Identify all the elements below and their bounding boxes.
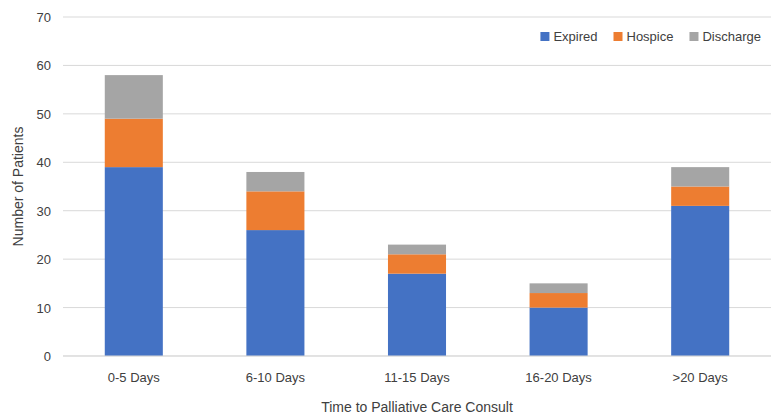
legend: Expired Hospice Discharge — [540, 29, 761, 44]
bar-segment — [388, 274, 446, 356]
y-tick-label: 70 — [37, 10, 51, 25]
grid-line — [63, 356, 771, 357]
bar-segment — [246, 172, 304, 191]
legend-label: Expired — [553, 29, 597, 44]
bar-segment — [530, 283, 588, 293]
x-tick-label: 16-20 Days — [525, 370, 592, 385]
grid-line — [63, 17, 771, 18]
bar-segment — [246, 191, 304, 230]
bar-segment — [671, 187, 729, 206]
y-tick-label: 20 — [37, 252, 51, 267]
y-tick-label: 60 — [37, 58, 51, 73]
x-axis-title: Time to Palliative Care Consult — [321, 399, 513, 415]
bar-segment — [388, 254, 446, 273]
legend-label: Hospice — [627, 29, 674, 44]
y-tick-label: 30 — [37, 204, 51, 219]
y-tick-label: 10 — [37, 301, 51, 316]
bar-segment — [105, 119, 163, 167]
legend-label: Discharge — [702, 29, 761, 44]
y-tick-label: 0 — [44, 349, 51, 364]
legend-swatch — [614, 32, 623, 41]
x-tick-label: 6-10 Days — [246, 370, 306, 385]
legend-swatch — [540, 32, 549, 41]
bar-segment — [530, 293, 588, 308]
x-tick-label: >20 Days — [673, 370, 729, 385]
grid-line — [63, 113, 771, 114]
chart-container: 0 10 20 30 40 50 60 70 0-5 Days 6-10 Days 11-15 Da… — [0, 0, 784, 420]
chart-svg: 0 10 20 30 40 50 60 70 0-5 Days 6-10 Days 11-15 Da… — [0, 0, 784, 420]
bar-segment — [671, 167, 729, 186]
x-tick-label: 0-5 Days — [108, 370, 161, 385]
bar-segment — [105, 167, 163, 356]
bar-segment — [105, 75, 163, 119]
bar-segment — [388, 245, 446, 255]
bars — [105, 75, 729, 356]
bar-segment — [530, 308, 588, 356]
grid-line — [63, 65, 771, 66]
grid-line — [63, 162, 771, 163]
x-axis-line — [63, 356, 771, 357]
bar-segment — [246, 230, 304, 356]
y-tick-label: 50 — [37, 107, 51, 122]
bar-segment — [671, 206, 729, 356]
legend-swatch — [689, 32, 698, 41]
x-tick-label: 11-15 Days — [384, 370, 450, 385]
grid-line — [63, 210, 771, 211]
y-tick-label: 40 — [37, 155, 51, 170]
y-axis-title: Number of Patients — [10, 127, 26, 247]
